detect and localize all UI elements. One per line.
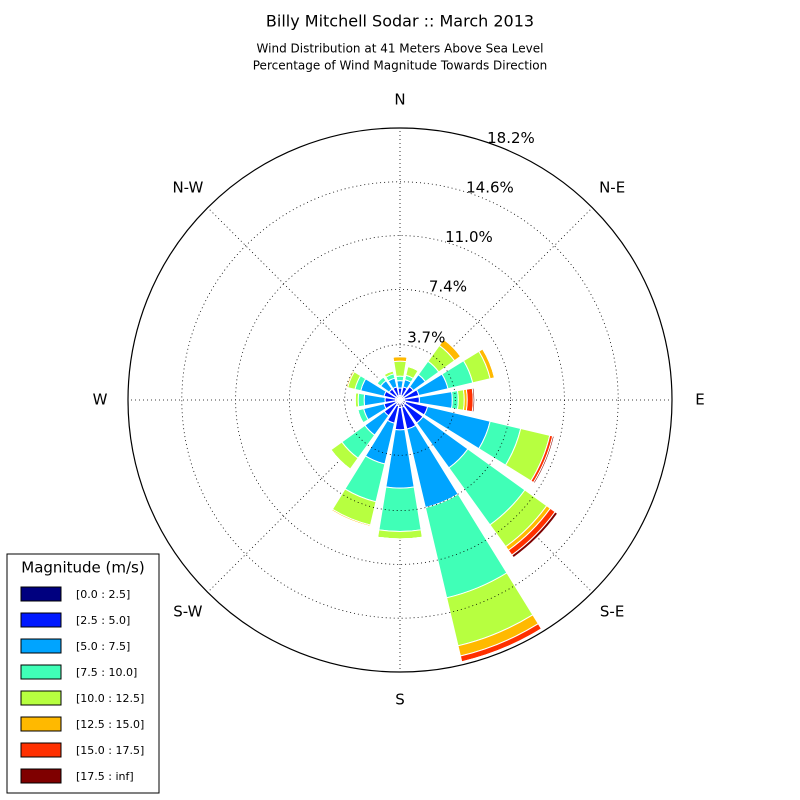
- chart-subtitle: Wind Distribution at 41 Meters Above Sea…: [257, 42, 544, 56]
- wedge: [456, 389, 465, 411]
- wedge: [511, 511, 559, 559]
- legend-title: Magnitude (m/s): [21, 559, 144, 577]
- chart-title: Billy Mitchell Sodar :: March 2013: [266, 12, 534, 31]
- direction-label: W: [93, 391, 108, 409]
- r-tick-label: 3.7%: [407, 329, 445, 347]
- grid-circle: [181, 181, 619, 619]
- direction-label: N-E: [599, 178, 625, 196]
- grid-spoke: [399, 207, 593, 401]
- r-tick-label: 11.0%: [445, 228, 493, 246]
- grid-spoke: [207, 207, 401, 401]
- wedge: [330, 449, 351, 470]
- grid-circle: [235, 235, 565, 565]
- legend-label: [17.5 : inf]: [76, 770, 134, 783]
- legend-swatch: [20, 612, 62, 628]
- legend-swatch: [20, 716, 62, 732]
- legend-label: [15.0 : 17.5]: [76, 744, 144, 757]
- legend-label: [10.0 : 12.5]: [76, 692, 144, 705]
- r-tick-label: 7.4%: [429, 278, 467, 296]
- wedge: [384, 370, 394, 376]
- legend-label: [0.0 : 2.5]: [76, 588, 130, 601]
- legend-swatch: [20, 690, 62, 706]
- wedge: [465, 387, 474, 413]
- wedge: [461, 628, 542, 663]
- wedge: [392, 356, 408, 358]
- wedge: [407, 366, 419, 372]
- chart-subtitle: Percentage of Wind Magnitude Towards Dir…: [253, 59, 547, 73]
- wedge: [396, 380, 404, 389]
- r-tick-label: 18.2%: [487, 129, 535, 147]
- r-tick-label: 14.6%: [466, 179, 514, 197]
- direction-label: S: [395, 691, 405, 709]
- wedge: [532, 435, 555, 484]
- grid-circle: [289, 289, 511, 511]
- legend-label: [7.5 : 10.0]: [76, 666, 137, 679]
- legend-label: [12.5 : 15.0]: [76, 718, 144, 731]
- direction-label: S-E: [600, 603, 624, 621]
- legend-label: [2.5 : 5.0]: [76, 614, 130, 627]
- direction-label: N: [394, 91, 405, 109]
- wedge: [393, 360, 407, 377]
- legend-swatch: [20, 638, 62, 654]
- legend-label: [5.0 : 7.5]: [76, 640, 130, 653]
- wedge: [471, 387, 476, 413]
- grid-spoke: [207, 399, 401, 593]
- grid-circle: [344, 344, 456, 456]
- direction-label: N-W: [172, 178, 203, 196]
- outer-circle: [127, 127, 673, 673]
- legend-swatch: [20, 586, 62, 602]
- direction-label: S-W: [173, 603, 202, 621]
- wedge: [395, 375, 405, 382]
- wedge: [357, 392, 366, 408]
- direction-label: E: [695, 391, 704, 409]
- legend-swatch: [20, 768, 62, 784]
- wedge: [443, 338, 462, 357]
- wedge: [354, 392, 357, 408]
- legend-swatch: [20, 742, 62, 758]
- legend-swatch: [20, 664, 62, 680]
